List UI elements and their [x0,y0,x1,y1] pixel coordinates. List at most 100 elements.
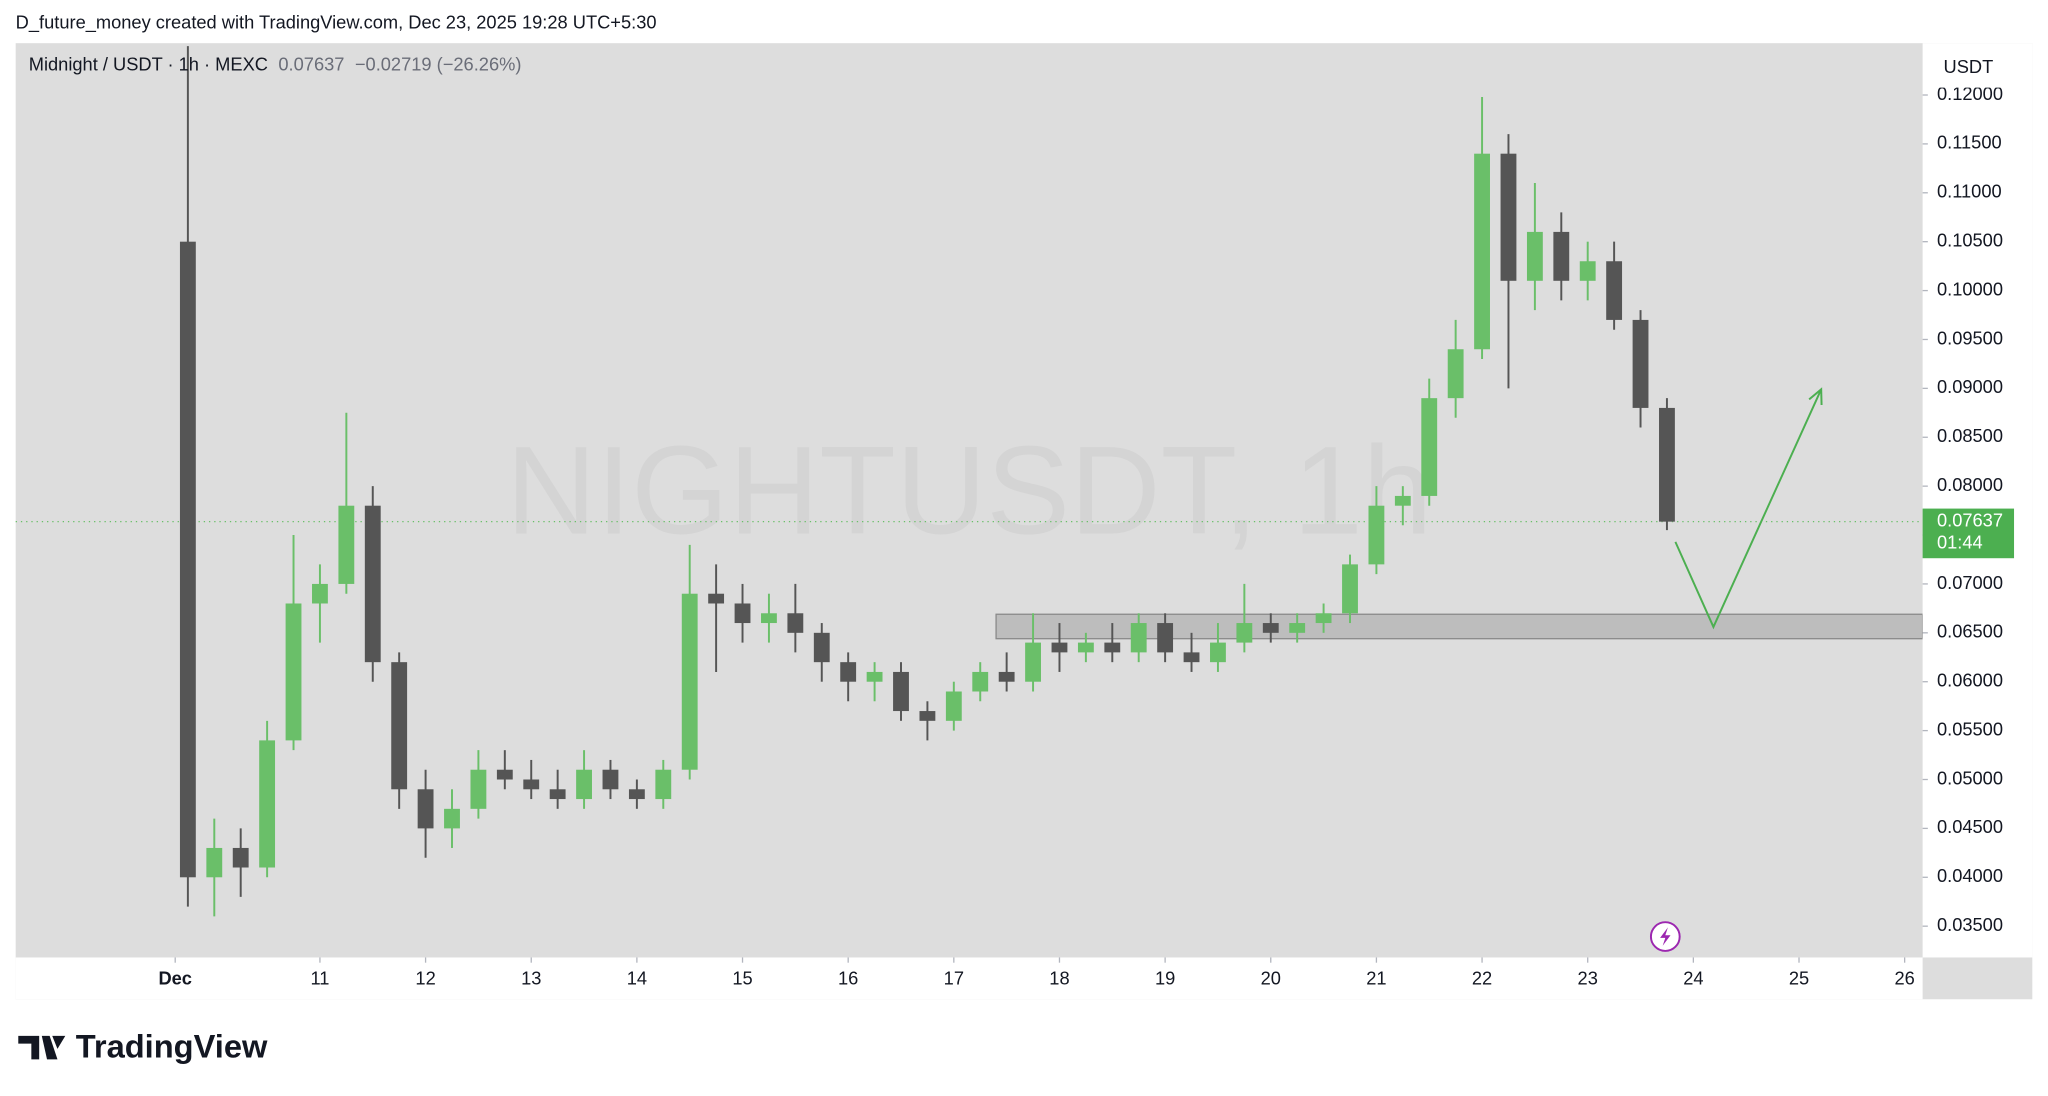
candle-body [893,671,909,712]
candle-body [1659,407,1675,522]
symbol-header: Midnight / USDT · 1h · MEXC 0.07637 −0.027… [29,53,522,74]
candle-body [1210,642,1226,663]
y-tick-label: 0.05500 [1937,718,2003,739]
time-axis [15,957,1923,1000]
x-tick-label: 11 [310,968,329,989]
candle-body [1447,349,1464,399]
plot-area [15,46,1924,917]
y-tick-label: 0.11500 [1937,132,2002,153]
candle-body [1526,231,1543,281]
x-tick-label: 23 [1578,968,1598,989]
x-tick-label: 25 [1789,968,1809,989]
y-tick-label: 0.11000 [1937,181,2002,202]
candle-body [787,613,804,633]
candle-body [549,789,566,800]
candle-body [1394,495,1411,506]
candle-body [866,671,883,682]
candle-body [417,789,434,829]
candle-body [312,583,328,604]
candle-body [840,662,857,682]
projection-arrowhead [1808,387,1823,406]
candle-body [470,769,487,809]
candle-body [232,847,249,868]
y-tick-label: 0.12000 [1937,83,2003,104]
candle-body [681,593,698,770]
candle-body [1130,623,1147,653]
candle-body [523,779,540,790]
alert-icon-bolt [1660,927,1671,946]
x-tick-label: 20 [1261,968,1281,989]
last-price: 0.07637 [278,53,344,74]
candle-body [708,593,725,604]
y-tick-label: 0.03500 [1937,914,2003,935]
x-tick-label: 18 [1049,968,1069,989]
x-tick-label: 15 [732,968,752,989]
candle-body [1553,231,1570,281]
currency-button[interactable] [1929,48,2025,88]
candle-body [998,671,1015,682]
candle-body [338,505,355,584]
x-tick-label: 19 [1155,968,1175,989]
x-tick-label: 14 [627,968,647,989]
candle-body [1289,623,1306,633]
last-price-box [1922,508,2015,559]
candle-body [1421,398,1438,496]
candle-body [1368,505,1385,565]
x-tick-label: 16 [838,968,858,989]
candle-body [1315,613,1332,624]
x-tick-label: 22 [1472,968,1492,989]
x-tick-label: 26 [1894,968,1914,989]
candle-body [761,613,777,624]
watermark: NIGHTUSDT, 1h [506,419,1433,560]
last-price-label: 0.07637 [1937,509,2003,530]
y-tick-label: 0.08000 [1937,474,2003,495]
y-tick-label: 0.08500 [1937,425,2003,446]
candle-body [285,603,302,741]
candle-body [391,662,408,790]
y-tick-label: 0.04000 [1937,865,2003,886]
price-change: −0.02719 (−26.26%) [355,53,522,74]
candle-body [576,769,592,800]
candle-body [919,711,936,721]
price-axis [1922,43,2033,958]
candle-body [1579,261,1596,281]
x-tick-label: Dec [158,968,192,989]
candle-body [364,505,381,663]
y-tick-label: 0.05000 [1937,767,2003,788]
candle-body [496,769,513,780]
candle-body [179,241,196,878]
candle-body [734,603,751,624]
candle-body [945,691,962,721]
candle-body [1183,652,1200,663]
y-tick-label: 0.09500 [1937,327,2003,348]
y-tick-label: 0.07000 [1937,572,2003,593]
projection-path [1674,388,1823,630]
candle-body [1025,642,1041,682]
candle-body [259,740,276,868]
y-tick-label: 0.06000 [1937,670,2003,691]
brand-logo [18,1035,66,1060]
candle-body [1632,319,1649,408]
currency-label[interactable]: USDT [1944,56,1994,77]
candle-body [1236,623,1253,643]
candle-body [1157,623,1174,653]
candle-body [1606,261,1623,320]
candle-body [444,808,460,829]
candle-body [1474,153,1490,350]
x-tick-label: 12 [415,968,435,989]
y-tick-label: 0.09000 [1937,376,2003,397]
candle-body [628,789,645,800]
support-zone [995,613,1924,640]
caption: D_future_money created with TradingView.… [16,11,657,33]
brand-name: TradingView [76,1028,268,1065]
x-tick-label: 17 [944,968,964,989]
candle-body [813,632,830,663]
x-tick-label: 24 [1683,968,1703,989]
candle-body [1342,564,1358,614]
candle-body [1262,623,1279,633]
x-tick-label: 13 [521,968,541,989]
candle-body [1051,642,1068,653]
y-tick-label: 0.06500 [1937,621,2003,642]
